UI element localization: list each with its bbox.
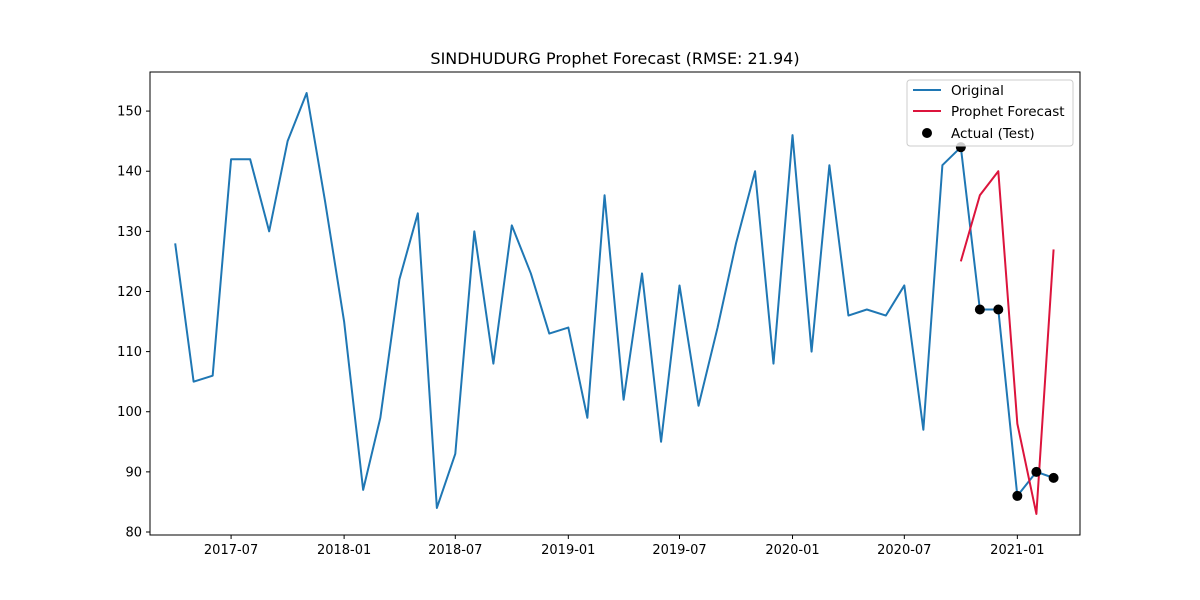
actual-test-point — [974, 304, 985, 315]
y-tick-label: 120 — [117, 285, 142, 300]
y-tick-label: 150 — [117, 105, 142, 120]
x-tick-label: 2021-01 — [990, 543, 1044, 558]
x-tick-label: 2020-01 — [765, 543, 819, 558]
plot-frame — [149, 71, 1081, 536]
y-tick-label: 80 — [125, 525, 142, 540]
x-tick-label: 2019-01 — [541, 543, 595, 558]
legend-swatch-actual — [922, 128, 932, 138]
x-tick-label: 2017-07 — [204, 543, 258, 558]
y-tick-label: 100 — [117, 405, 142, 420]
forecast-series-line — [959, 170, 1055, 515]
x-tick-label: 2018-07 — [428, 543, 482, 558]
x-tick-label: 2020-07 — [877, 543, 931, 558]
axes-layer: 80 90 100 110 120 130 140 150 2017-07 2018-01 2018… — [117, 105, 1044, 558]
legend-box — [906, 79, 1074, 147]
x-tick-label: 2018-01 — [317, 543, 371, 558]
actual-test-point — [1012, 490, 1023, 501]
actual-test-point — [1048, 472, 1059, 483]
legend-label-original: Original — [951, 83, 1004, 99]
series-layer — [174, 92, 1059, 515]
chart-title: SINDHUDURG Prophet Forecast (RMSE: 21.94… — [430, 49, 799, 68]
y-tick-label: 140 — [117, 165, 142, 180]
actual-test-point — [993, 304, 1004, 315]
y-tick-label: 130 — [117, 225, 142, 240]
legend-label-actual: Actual (Test) — [951, 126, 1035, 142]
actual-test-point — [1031, 466, 1042, 477]
y-tick-label: 110 — [117, 345, 142, 360]
y-tick-label: 90 — [125, 465, 142, 480]
original-series-line — [174, 92, 1054, 509]
legend: Original Prophet Forecast Actual (Test) — [906, 79, 1074, 147]
legend-label-forecast: Prophet Forecast — [951, 104, 1065, 120]
x-tick-label: 2019-07 — [652, 543, 706, 558]
